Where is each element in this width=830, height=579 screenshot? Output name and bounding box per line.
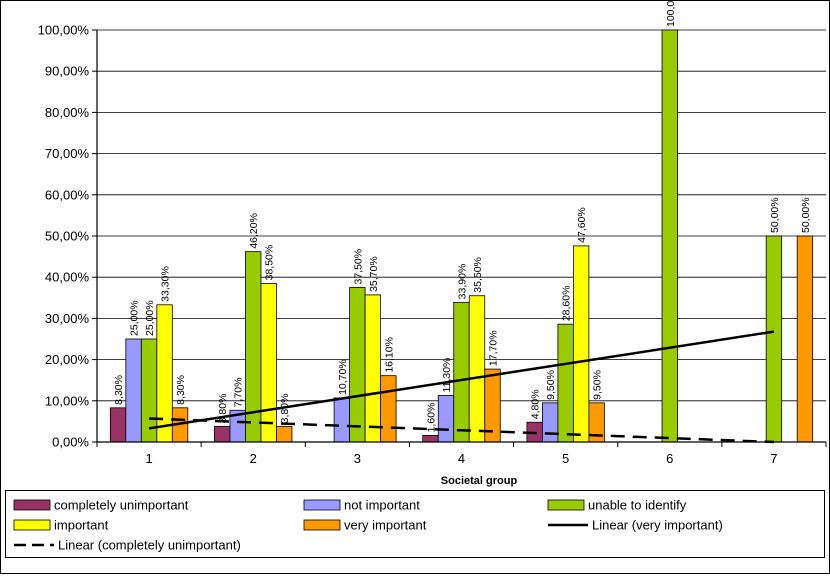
bar <box>468 295 486 443</box>
x-tick-label: 5 <box>562 451 569 466</box>
x-tick-label: 4 <box>458 451 465 466</box>
data-label: 16,10% <box>383 337 395 373</box>
bar <box>437 395 455 443</box>
legend-label: Linear (completely unimportant) <box>58 538 241 553</box>
legend: completely unimportant not important unabl… <box>13 498 723 553</box>
y-tick-label: 70,00% <box>45 146 90 161</box>
bar <box>349 287 366 443</box>
bar <box>765 235 783 443</box>
x-tick-label: 6 <box>666 451 673 466</box>
data-label: 50,00% <box>769 197 781 233</box>
legend-label: completely unimportant <box>54 498 189 513</box>
x-tick-label: 1 <box>145 451 152 466</box>
y-tick-label: 50,00% <box>45 229 90 244</box>
bar <box>109 407 127 443</box>
data-label: 17,70% <box>488 330 500 366</box>
data-label: 8,30% <box>113 375 125 405</box>
bar <box>557 323 574 443</box>
bar <box>260 282 277 443</box>
legend-label: not important <box>344 498 420 513</box>
y-tick-label: 100,00% <box>38 23 90 38</box>
data-label: 47,60% <box>576 207 588 243</box>
bar <box>422 435 439 443</box>
trendline <box>148 330 775 430</box>
data-label: 35,50% <box>472 257 484 293</box>
x-axis-ticks: 1 2 3 4 5 6 7 <box>96 442 827 466</box>
data-label: 37,50% <box>352 249 364 285</box>
bar <box>796 235 814 443</box>
y-tick-label: 30,00% <box>45 311 90 326</box>
y-tick-label: 40,00% <box>45 270 90 285</box>
bar <box>156 304 173 443</box>
legend-label: very important <box>344 518 427 533</box>
bar <box>125 338 142 443</box>
y-tick-label: 90,00% <box>45 64 90 79</box>
x-tick-label: 7 <box>770 451 777 466</box>
data-label: 4,80% <box>530 389 542 419</box>
x-axis-label: Societal group <box>441 475 518 487</box>
data-label: 9,50% <box>545 370 557 400</box>
legend-swatch <box>547 499 585 511</box>
data-label: 8,30% <box>175 375 187 405</box>
x-tick-label: 3 <box>354 451 361 466</box>
y-tick-label: 20,00% <box>45 352 90 367</box>
data-label: 33,30% <box>160 266 172 302</box>
data-label: 11,30% <box>441 358 453 393</box>
bar <box>380 375 397 443</box>
bar <box>453 301 470 443</box>
y-tick-label: 60,00% <box>45 187 90 202</box>
legend-swatch <box>303 519 341 531</box>
data-label: 25,00% <box>129 300 141 336</box>
data-label: 3,80% <box>217 394 229 424</box>
bar <box>276 425 293 443</box>
legend-swatch <box>303 499 341 511</box>
data-label: 100,00% <box>665 0 677 27</box>
grid <box>97 29 826 443</box>
legend-box <box>5 490 825 558</box>
data-label: 1,60% <box>426 403 438 433</box>
y-tick-label: 10,00% <box>45 393 90 408</box>
bar <box>214 425 231 443</box>
trendlines <box>148 330 775 444</box>
data-label: 7,70% <box>233 377 245 407</box>
trendline <box>149 417 774 444</box>
y-tick-label: 80,00% <box>45 105 90 120</box>
legend-label: unable to identify <box>588 498 687 513</box>
x-tick-label: 2 <box>250 451 257 466</box>
data-label: 33,90% <box>457 264 469 300</box>
data-label: 38,50% <box>264 245 276 281</box>
bar <box>333 397 351 443</box>
y-axis-ticks: 0,00% 10,00% 20,00% 30,00% 40,00% 50,00% 60,00… <box>38 23 97 450</box>
data-label: 10,70% <box>337 359 349 395</box>
bars <box>109 29 814 443</box>
data-label: 50,00% <box>800 197 812 233</box>
bar <box>364 294 382 443</box>
axes <box>96 30 826 443</box>
legend-label: Linear (very important) <box>592 518 723 533</box>
data-label: 28,60% <box>561 286 573 322</box>
data-label: 46,20% <box>248 213 260 249</box>
legend-swatch <box>13 519 51 531</box>
data-label: 9,50% <box>592 370 604 400</box>
bar <box>661 29 678 443</box>
bar <box>541 402 559 443</box>
legend-swatch <box>13 499 51 511</box>
legend-label: important <box>54 518 109 533</box>
data-label: 35,70% <box>368 256 380 292</box>
bar <box>572 245 590 443</box>
data-label: 25,00% <box>144 300 156 336</box>
y-tick-label: 0,00% <box>52 435 89 450</box>
